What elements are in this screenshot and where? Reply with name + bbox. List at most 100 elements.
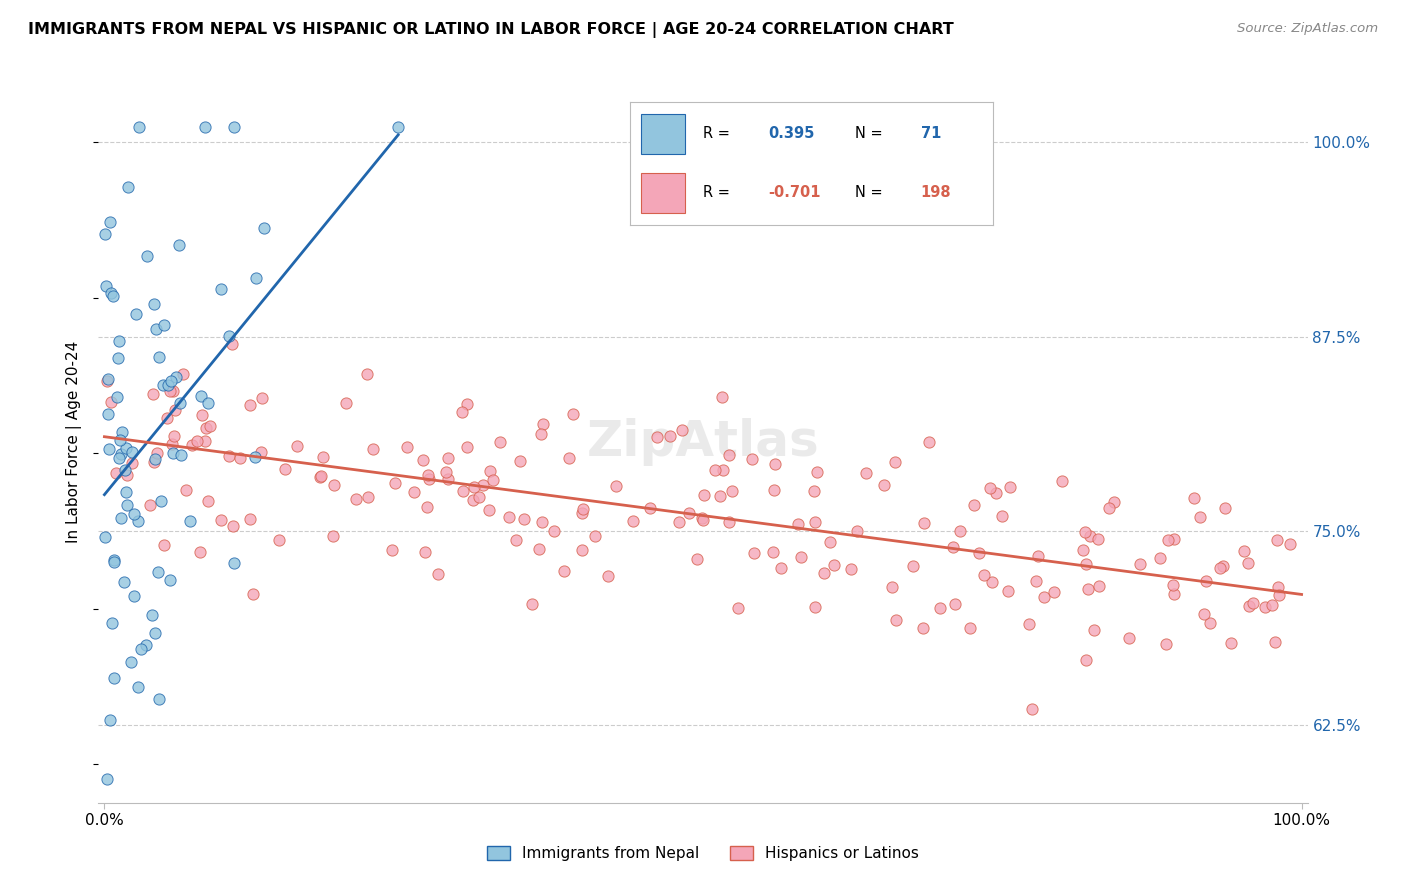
Point [309,470,332,484]
Point [139,498,162,512]
Point [250,391,273,405]
Text: IMMIGRANTS FROM NEPAL VS HISPANIC OR LATINO IN LABOR FORCE | AGE 20-24 CORRELATI: IMMIGRANTS FROM NEPAL VS HISPANIC OR LAT… [28,22,953,38]
Point [873,477,896,491]
Point [94,530,117,544]
Point [818,535,841,549]
Point [472,478,495,492]
Point [1087,532,1109,546]
Point [97,442,120,456]
Y-axis label: In Labor Force | Age 20-24: In Labor Force | Age 20-24 [66,341,83,542]
Point [918,434,941,449]
Point [115,485,138,500]
Point [148,692,170,706]
Point [128,120,150,134]
Text: Source: ZipAtlas.com: Source: ZipAtlas.com [1237,22,1378,36]
Point [1073,524,1095,539]
Point [1253,599,1275,614]
Point [356,367,378,381]
Point [963,499,986,513]
Point [690,511,713,525]
Point [122,507,145,521]
Point [762,544,785,558]
Point [1265,533,1288,547]
Point [250,445,273,459]
Point [823,558,845,572]
Point [467,490,489,504]
Point [605,479,627,493]
Point [142,455,165,469]
Point [763,457,786,471]
Point [108,433,131,447]
Point [125,308,148,322]
Point [437,450,460,465]
Point [571,501,593,516]
Point [1163,533,1185,547]
Point [984,486,1007,500]
Point [243,450,266,464]
Point [543,524,565,539]
Point [434,465,457,479]
Point [221,336,243,351]
Point [127,514,149,528]
Point [813,566,835,581]
Point [479,464,502,478]
Point [115,498,138,512]
Point [1163,586,1185,600]
Legend: Immigrants from Nepal, Hispanics or Latinos: Immigrants from Nepal, Hispanics or Lati… [481,839,925,867]
Point [929,601,952,615]
Point [162,384,184,398]
Point [451,484,474,499]
Point [1188,510,1211,524]
Point [461,492,484,507]
Point [709,489,731,503]
Point [1233,543,1256,558]
Point [806,465,828,479]
Point [658,429,681,443]
Point [222,557,245,571]
Point [436,472,458,486]
Point [186,434,208,449]
Point [979,481,1001,495]
Point [384,476,406,491]
Point [418,468,440,483]
Point [557,451,579,466]
Point [111,425,134,440]
Point [1156,636,1178,650]
Point [803,483,825,498]
Point [152,538,174,552]
Point [1098,501,1121,516]
Point [884,455,907,469]
Point [357,490,380,504]
Point [100,286,122,301]
Point [162,437,184,451]
Point [721,484,744,499]
Point [197,493,219,508]
Point [100,395,122,409]
Point [1074,557,1097,571]
Point [678,506,700,520]
Point [478,503,501,517]
Point [322,478,344,492]
Point [152,378,174,392]
Point [239,398,262,412]
Point [1219,636,1241,650]
Point [418,472,440,486]
Point [1018,616,1040,631]
Point [1194,574,1216,588]
Point [253,220,276,235]
Point [127,680,149,694]
Point [1239,599,1261,613]
Point [456,440,478,454]
Point [194,434,217,449]
Point [1149,551,1171,566]
Point [322,528,344,542]
Point [181,438,204,452]
Point [112,574,135,589]
Point [509,454,531,468]
Point [115,467,138,482]
Point [1260,598,1282,612]
Point [179,514,201,528]
Point [463,480,485,494]
Point [488,435,510,450]
Point [416,500,439,515]
